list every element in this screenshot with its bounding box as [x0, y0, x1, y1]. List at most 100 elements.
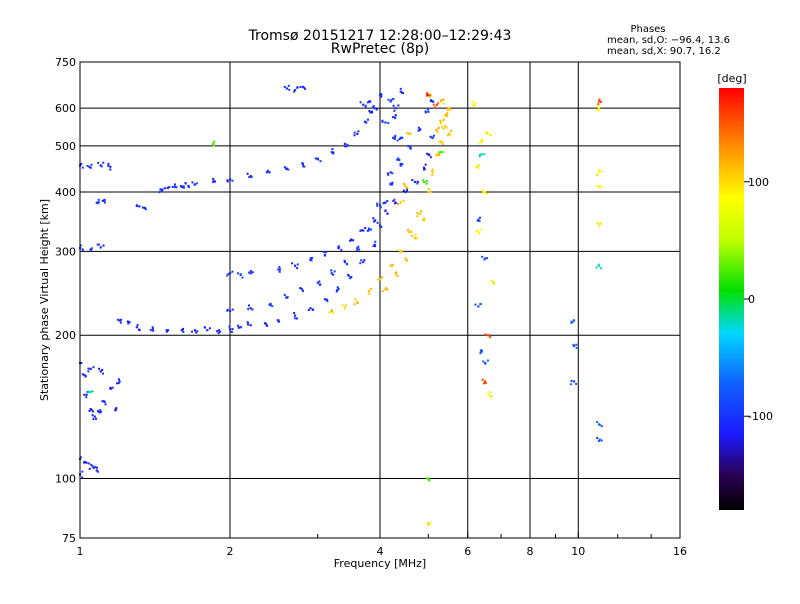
echo-point — [247, 322, 250, 325]
echo-point — [286, 296, 289, 299]
echo-point — [435, 154, 438, 157]
echo-point — [335, 290, 338, 293]
echo-point — [598, 98, 601, 101]
echo-point — [99, 370, 102, 373]
echo-point — [285, 168, 288, 171]
echo-point — [104, 403, 107, 406]
echo-point — [479, 216, 482, 219]
echo-point — [411, 178, 414, 181]
echo-point — [369, 100, 372, 103]
echo-point — [392, 104, 395, 107]
echo-point — [481, 378, 484, 381]
echo-point — [168, 186, 171, 189]
echo-point — [442, 127, 445, 130]
echo-point — [484, 380, 487, 383]
echo-point — [287, 168, 290, 171]
echo-point — [90, 163, 93, 166]
echo-point — [337, 245, 340, 248]
echo-point — [231, 308, 234, 311]
echo-point — [226, 180, 229, 183]
echo-point — [484, 382, 487, 385]
echo-point — [283, 293, 286, 296]
echo-point — [367, 100, 371, 103]
echo-point — [83, 461, 86, 464]
echo-point — [171, 185, 174, 188]
echo-point — [394, 202, 397, 205]
echo-point — [266, 324, 269, 327]
echo-point — [367, 292, 370, 295]
echo-point — [350, 239, 353, 242]
echo-point — [103, 201, 106, 204]
echo-point — [399, 90, 402, 93]
echo-point — [480, 138, 483, 141]
echo-point — [358, 248, 361, 251]
echo-point — [330, 269, 333, 272]
echo-point — [248, 176, 251, 179]
echo-point — [389, 171, 392, 174]
echo-point — [312, 308, 315, 311]
echo-point — [484, 190, 487, 194]
echo-point — [416, 237, 419, 240]
echo-point — [483, 382, 486, 385]
echo-point — [404, 190, 407, 194]
echo-point — [90, 247, 93, 250]
echo-point — [364, 104, 367, 107]
echo-point — [330, 151, 333, 154]
echo-point — [99, 409, 102, 412]
echo-point — [428, 154, 431, 157]
echo-point — [94, 465, 97, 468]
echo-point — [291, 262, 294, 265]
echo-point — [266, 169, 269, 172]
echo-point — [138, 328, 141, 331]
echo-point — [409, 132, 412, 135]
echo-point — [353, 303, 356, 306]
echo-point — [83, 393, 86, 396]
y-tick-label: 400 — [55, 186, 76, 199]
echo-point — [424, 111, 427, 114]
echo-point — [249, 307, 252, 310]
echo-point — [393, 116, 396, 119]
point-series-7 — [474, 216, 603, 443]
echo-point — [402, 199, 405, 202]
echo-point — [101, 400, 104, 403]
echo-point — [570, 320, 573, 323]
echo-point — [151, 326, 154, 329]
echo-point — [208, 327, 211, 330]
echo-point — [426, 94, 429, 97]
echo-point — [441, 125, 444, 128]
echo-point — [332, 273, 335, 276]
echo-point — [424, 163, 427, 166]
echo-point — [428, 478, 431, 481]
echo-point — [360, 259, 363, 262]
echo-point — [307, 308, 310, 311]
echo-point — [446, 113, 449, 116]
echo-point — [343, 142, 347, 145]
echo-point — [445, 115, 448, 118]
echo-point — [442, 118, 445, 121]
echo-point — [419, 128, 422, 131]
data-points — [79, 84, 603, 526]
echo-point — [572, 343, 575, 346]
echo-point — [485, 132, 488, 135]
echo-point — [299, 287, 302, 290]
echo-point — [570, 379, 573, 382]
echo-point — [387, 121, 390, 124]
colorbar-tick-label: 0 — [748, 293, 755, 306]
echo-point — [575, 382, 578, 385]
echo-point — [595, 173, 598, 176]
echo-point — [354, 298, 357, 301]
echo-point — [477, 166, 480, 169]
echo-point — [249, 324, 252, 327]
echo-point — [302, 165, 305, 168]
echo-point — [477, 305, 480, 308]
echo-point — [229, 309, 232, 313]
echo-point — [85, 461, 88, 464]
echo-point — [159, 188, 162, 191]
echo-point — [417, 126, 420, 129]
echo-point — [293, 314, 297, 317]
echo-point — [376, 202, 379, 205]
echo-point — [363, 259, 366, 262]
echo-point — [480, 350, 483, 353]
point-series-5 — [79, 84, 404, 279]
